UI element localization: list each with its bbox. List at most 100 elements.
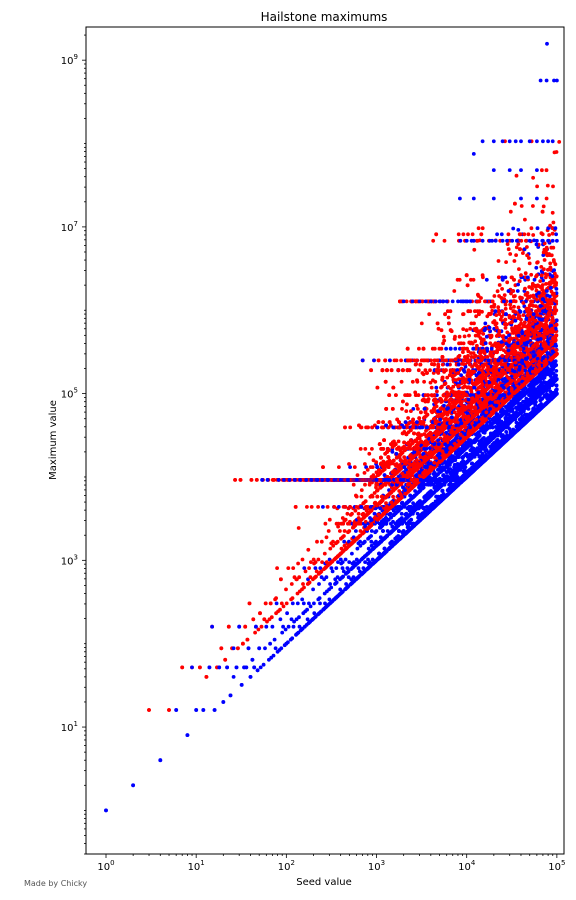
data-point: [327, 517, 332, 522]
data-point: [346, 575, 351, 580]
data-point: [370, 447, 374, 451]
data-point: [363, 447, 368, 451]
data-point: [351, 535, 356, 540]
data-point: [500, 287, 504, 291]
data-point: [311, 557, 316, 562]
data-point: [278, 617, 283, 622]
data-point: [470, 232, 475, 237]
data-point: [268, 641, 272, 646]
data-point: [269, 615, 274, 620]
data-point: [552, 268, 556, 273]
data-point: [503, 326, 508, 330]
data-point: [327, 557, 332, 562]
data-point: [419, 321, 424, 326]
data-point: [352, 560, 356, 564]
data-point: [315, 539, 319, 544]
data-point: [348, 505, 352, 509]
data-point: [303, 569, 308, 574]
data-point: [297, 575, 302, 580]
data-point: [273, 646, 278, 651]
data-point: [500, 277, 505, 282]
data-point: [354, 529, 358, 533]
data-point: [366, 425, 370, 430]
data-point: [359, 494, 364, 499]
data-point: [347, 529, 352, 533]
data-point: [322, 551, 327, 556]
data-point: [307, 601, 311, 606]
data-point: [440, 488, 445, 493]
data-point: [285, 611, 289, 616]
data-point: [347, 560, 352, 564]
data-point: [524, 238, 528, 243]
data-point: [352, 465, 357, 469]
data-point: [307, 566, 311, 570]
data-point: [365, 468, 370, 472]
data-point: [328, 582, 332, 586]
data-point: [370, 465, 375, 469]
data-point: [341, 574, 345, 579]
data-point: [391, 494, 395, 499]
data-point: [297, 624, 302, 629]
data-point: [274, 601, 279, 606]
data-point: [517, 267, 521, 271]
data-point: [358, 543, 363, 548]
data-point: [506, 232, 511, 237]
data-point: [311, 587, 315, 592]
data-point: [312, 601, 316, 606]
data-point: [554, 232, 558, 237]
data-point: [316, 557, 321, 562]
data-point: [335, 539, 340, 544]
data-point: [505, 280, 510, 285]
data-point: [336, 505, 341, 509]
data-point: [362, 539, 367, 544]
data-point: [314, 569, 319, 574]
data-point: [456, 232, 461, 237]
data-point: [281, 624, 285, 629]
data-point: [324, 575, 329, 580]
data-point: [350, 551, 354, 556]
data-point: [535, 184, 539, 189]
data-point: [461, 232, 466, 237]
data-point: [289, 617, 294, 622]
data-point: [356, 566, 361, 570]
data-point: [336, 524, 340, 529]
data-point: [355, 546, 360, 551]
data-point: [353, 508, 358, 513]
data-point: [313, 566, 318, 570]
data-point: [359, 505, 364, 509]
data-point: [253, 630, 257, 635]
data-point: [286, 566, 291, 570]
data-point: [348, 465, 352, 469]
data-point: [340, 516, 345, 520]
data-point: [338, 557, 343, 562]
data-point: [305, 617, 310, 622]
data-point: [270, 624, 275, 629]
data-point: [342, 539, 347, 544]
chart-title: Hailstone maximums: [261, 10, 388, 24]
data-point: [323, 521, 328, 526]
data-point: [305, 505, 309, 509]
data-point: [334, 580, 339, 585]
data-point: [350, 511, 354, 516]
data-point: [443, 312, 447, 317]
data-point: [366, 557, 370, 562]
data-point: [283, 627, 288, 632]
data-point: [308, 604, 313, 609]
data-point: [278, 607, 282, 612]
data-point: [496, 259, 501, 263]
data-point: [301, 582, 305, 586]
data-point: [358, 447, 363, 451]
data-point: [484, 334, 489, 339]
data-point: [318, 566, 323, 570]
data-point: [291, 566, 296, 570]
data-point: [325, 505, 330, 509]
data-point: [404, 409, 409, 413]
data-point: [414, 403, 419, 408]
data-point: [290, 601, 295, 606]
data-point: [428, 380, 433, 385]
data-point: [343, 517, 348, 522]
data-point: [300, 597, 305, 602]
data-point: [346, 569, 351, 574]
data-point: [281, 604, 286, 609]
